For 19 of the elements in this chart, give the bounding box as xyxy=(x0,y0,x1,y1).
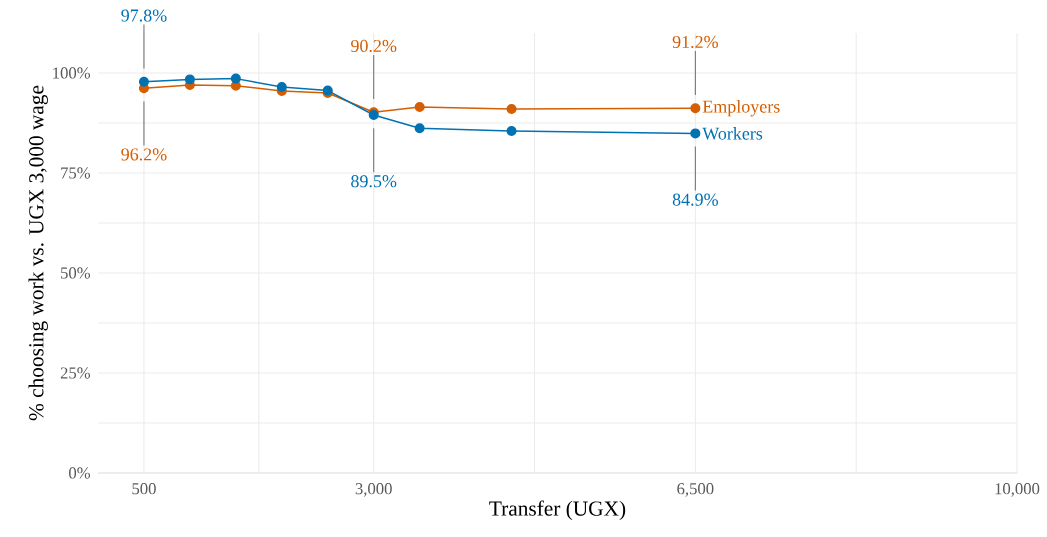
y-tick-label: 0% xyxy=(69,467,91,479)
series-label: Employers xyxy=(702,100,780,117)
data-label: 97.8% xyxy=(121,9,167,22)
y-tick-label: 100% xyxy=(53,67,91,79)
y-tick-label: 25% xyxy=(60,367,91,379)
series-label: Workers xyxy=(702,127,763,140)
y-tick-label: 75% xyxy=(61,167,91,179)
y-axis-title: % choosing work vs. UGX 3,000 wage xyxy=(28,85,48,421)
data-label: 89.5% xyxy=(351,175,397,188)
x-tick-label: 500 xyxy=(132,483,156,495)
data-label: 91.2% xyxy=(672,35,718,49)
x-axis-title: Transfer (UGX) xyxy=(489,500,626,521)
y-tick-label: 50% xyxy=(61,267,91,279)
x-tick-label: 10,000 xyxy=(995,483,1040,497)
x-tick-label: 6,500 xyxy=(677,483,714,497)
data-label: 84.9% xyxy=(672,193,718,206)
data-label: 90.2% xyxy=(351,39,397,53)
x-tick-label: 3,000 xyxy=(355,483,392,497)
data-label: 96.2% xyxy=(121,148,167,161)
